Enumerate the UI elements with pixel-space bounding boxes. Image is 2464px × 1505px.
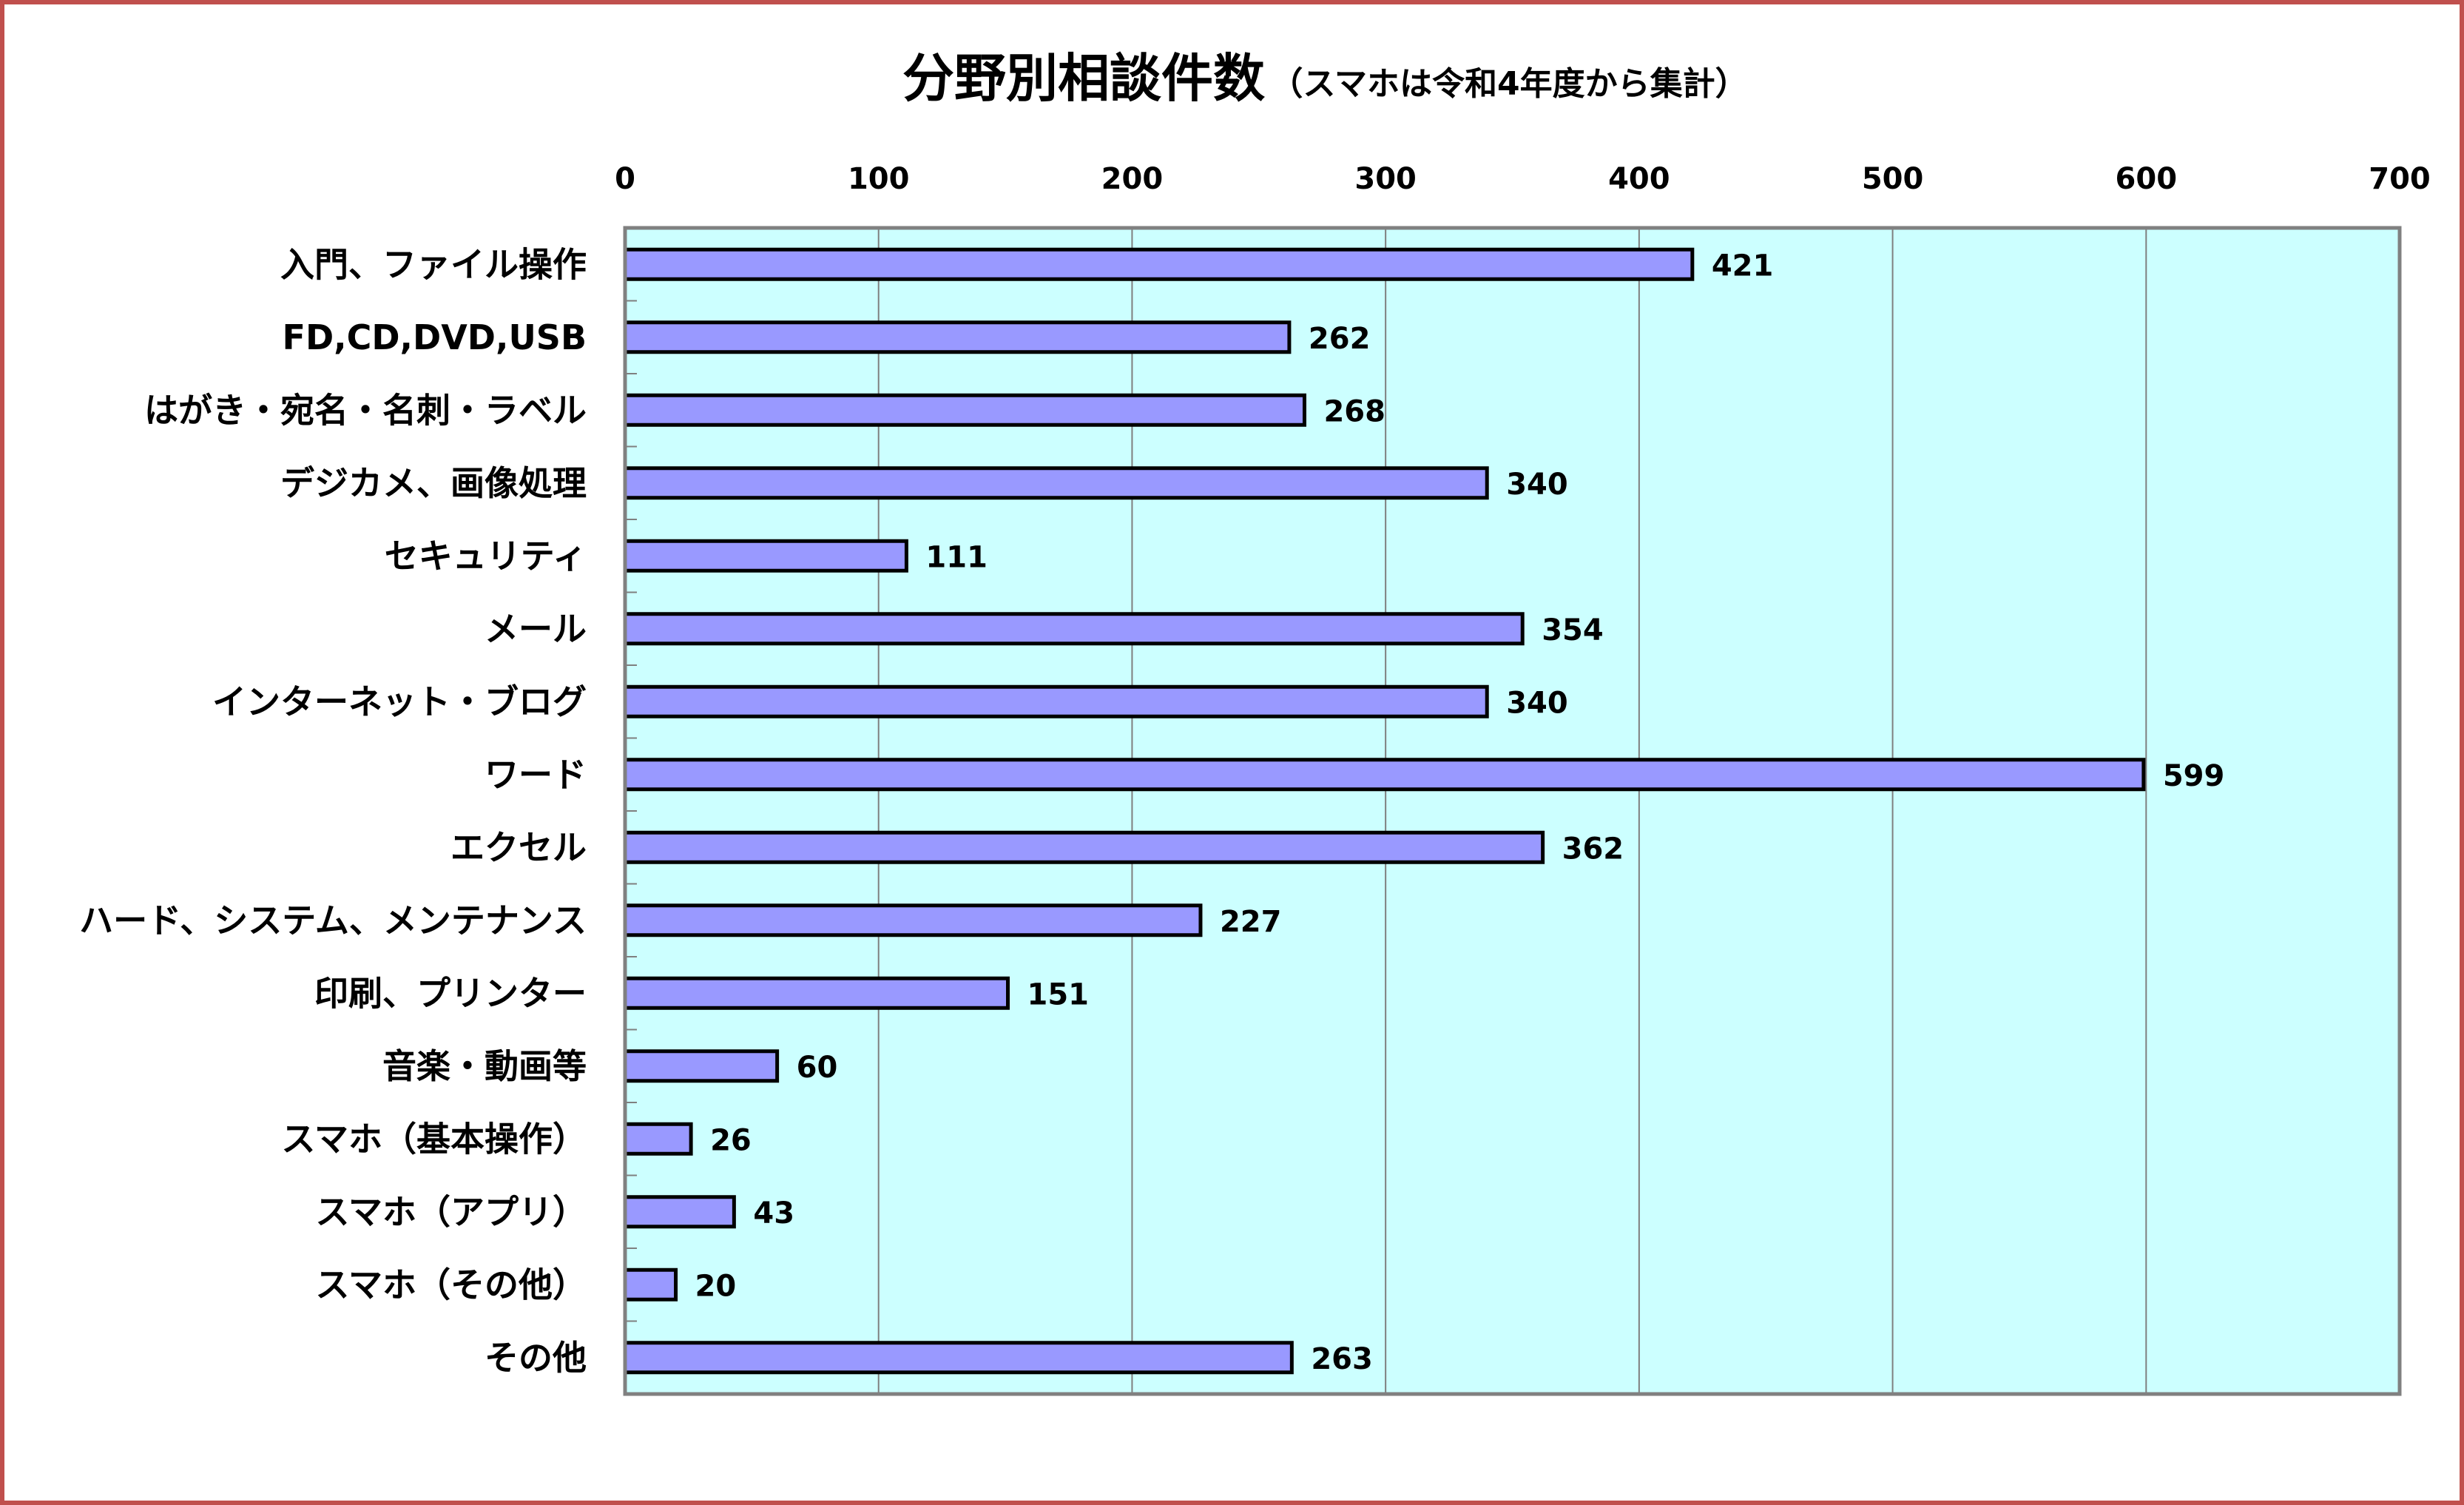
y-category-label: 印刷、プリンター	[314, 973, 587, 1013]
data-label: 111	[925, 540, 988, 574]
y-category-label: スマホ（アプリ）	[315, 1192, 587, 1232]
y-category-label: FD,CD,DVD,USB	[283, 317, 587, 357]
x-tick-label: 600	[2116, 162, 2178, 196]
data-label: 340	[1506, 468, 1568, 502]
data-label: 268	[1323, 394, 1385, 428]
data-label: 354	[1542, 613, 1604, 647]
data-label: 43	[753, 1196, 794, 1230]
x-tick-label: 500	[1862, 162, 1924, 196]
bar	[623, 1267, 678, 1302]
bar	[623, 830, 1545, 864]
bar	[623, 247, 1695, 281]
x-tick-label: 400	[1608, 162, 1670, 196]
x-tick-label: 200	[1101, 162, 1164, 196]
bar	[623, 1195, 736, 1229]
data-label: 340	[1506, 686, 1568, 720]
y-category-label: デジカメ、画像処理	[280, 463, 587, 503]
bar	[623, 466, 1489, 500]
data-label: 60	[797, 1051, 838, 1085]
bar	[623, 903, 1203, 937]
x-tick-label: 700	[2369, 162, 2431, 196]
data-label: 227	[1220, 905, 1282, 939]
y-category-label: スマホ（その他）	[315, 1265, 587, 1304]
bar	[623, 976, 1010, 1010]
bar	[623, 1341, 1294, 1375]
bar	[623, 539, 908, 573]
data-label: 20	[695, 1269, 737, 1303]
data-label: 26	[710, 1123, 752, 1157]
y-category-label: ワード	[485, 755, 587, 795]
y-category-label: ハード、システム、メンテナンス	[79, 900, 587, 940]
y-category-label: セキュリティ	[385, 536, 587, 576]
data-label: 151	[1027, 977, 1089, 1011]
x-tick-label: 100	[848, 162, 910, 196]
bar	[623, 1049, 780, 1083]
bar	[623, 393, 1306, 427]
data-label: 599	[2163, 759, 2225, 793]
data-label: 362	[1562, 832, 1624, 866]
bar	[623, 612, 1525, 646]
data-label: 262	[1309, 322, 1371, 356]
y-category-label: エクセル	[450, 827, 587, 867]
bar	[623, 758, 2146, 792]
data-label: 421	[1712, 249, 1774, 283]
y-category-label: はがき・宛名・名刺・ラベル	[144, 390, 587, 430]
bar	[623, 320, 1292, 354]
y-category-label: 入門、ファイル操作	[280, 244, 587, 284]
bar	[623, 1122, 693, 1156]
y-category-label: その他	[485, 1338, 587, 1378]
y-category-label: 音楽・動画等	[382, 1046, 587, 1086]
plot-border	[623, 226, 2402, 1396]
chart-title: 分野別相談件数	[902, 48, 1265, 109]
x-tick-label: 300	[1354, 162, 1417, 196]
x-tick-label: 0	[615, 162, 635, 196]
chart-subtitle: （スマホは令和4年度から集計）	[1270, 65, 1747, 103]
y-category-label: メール	[485, 609, 587, 649]
bar	[623, 684, 1489, 718]
y-category-label: インターネット・ブログ	[212, 681, 587, 721]
data-label: 263	[1311, 1342, 1373, 1376]
y-category-label: スマホ（基本操作）	[281, 1119, 587, 1159]
